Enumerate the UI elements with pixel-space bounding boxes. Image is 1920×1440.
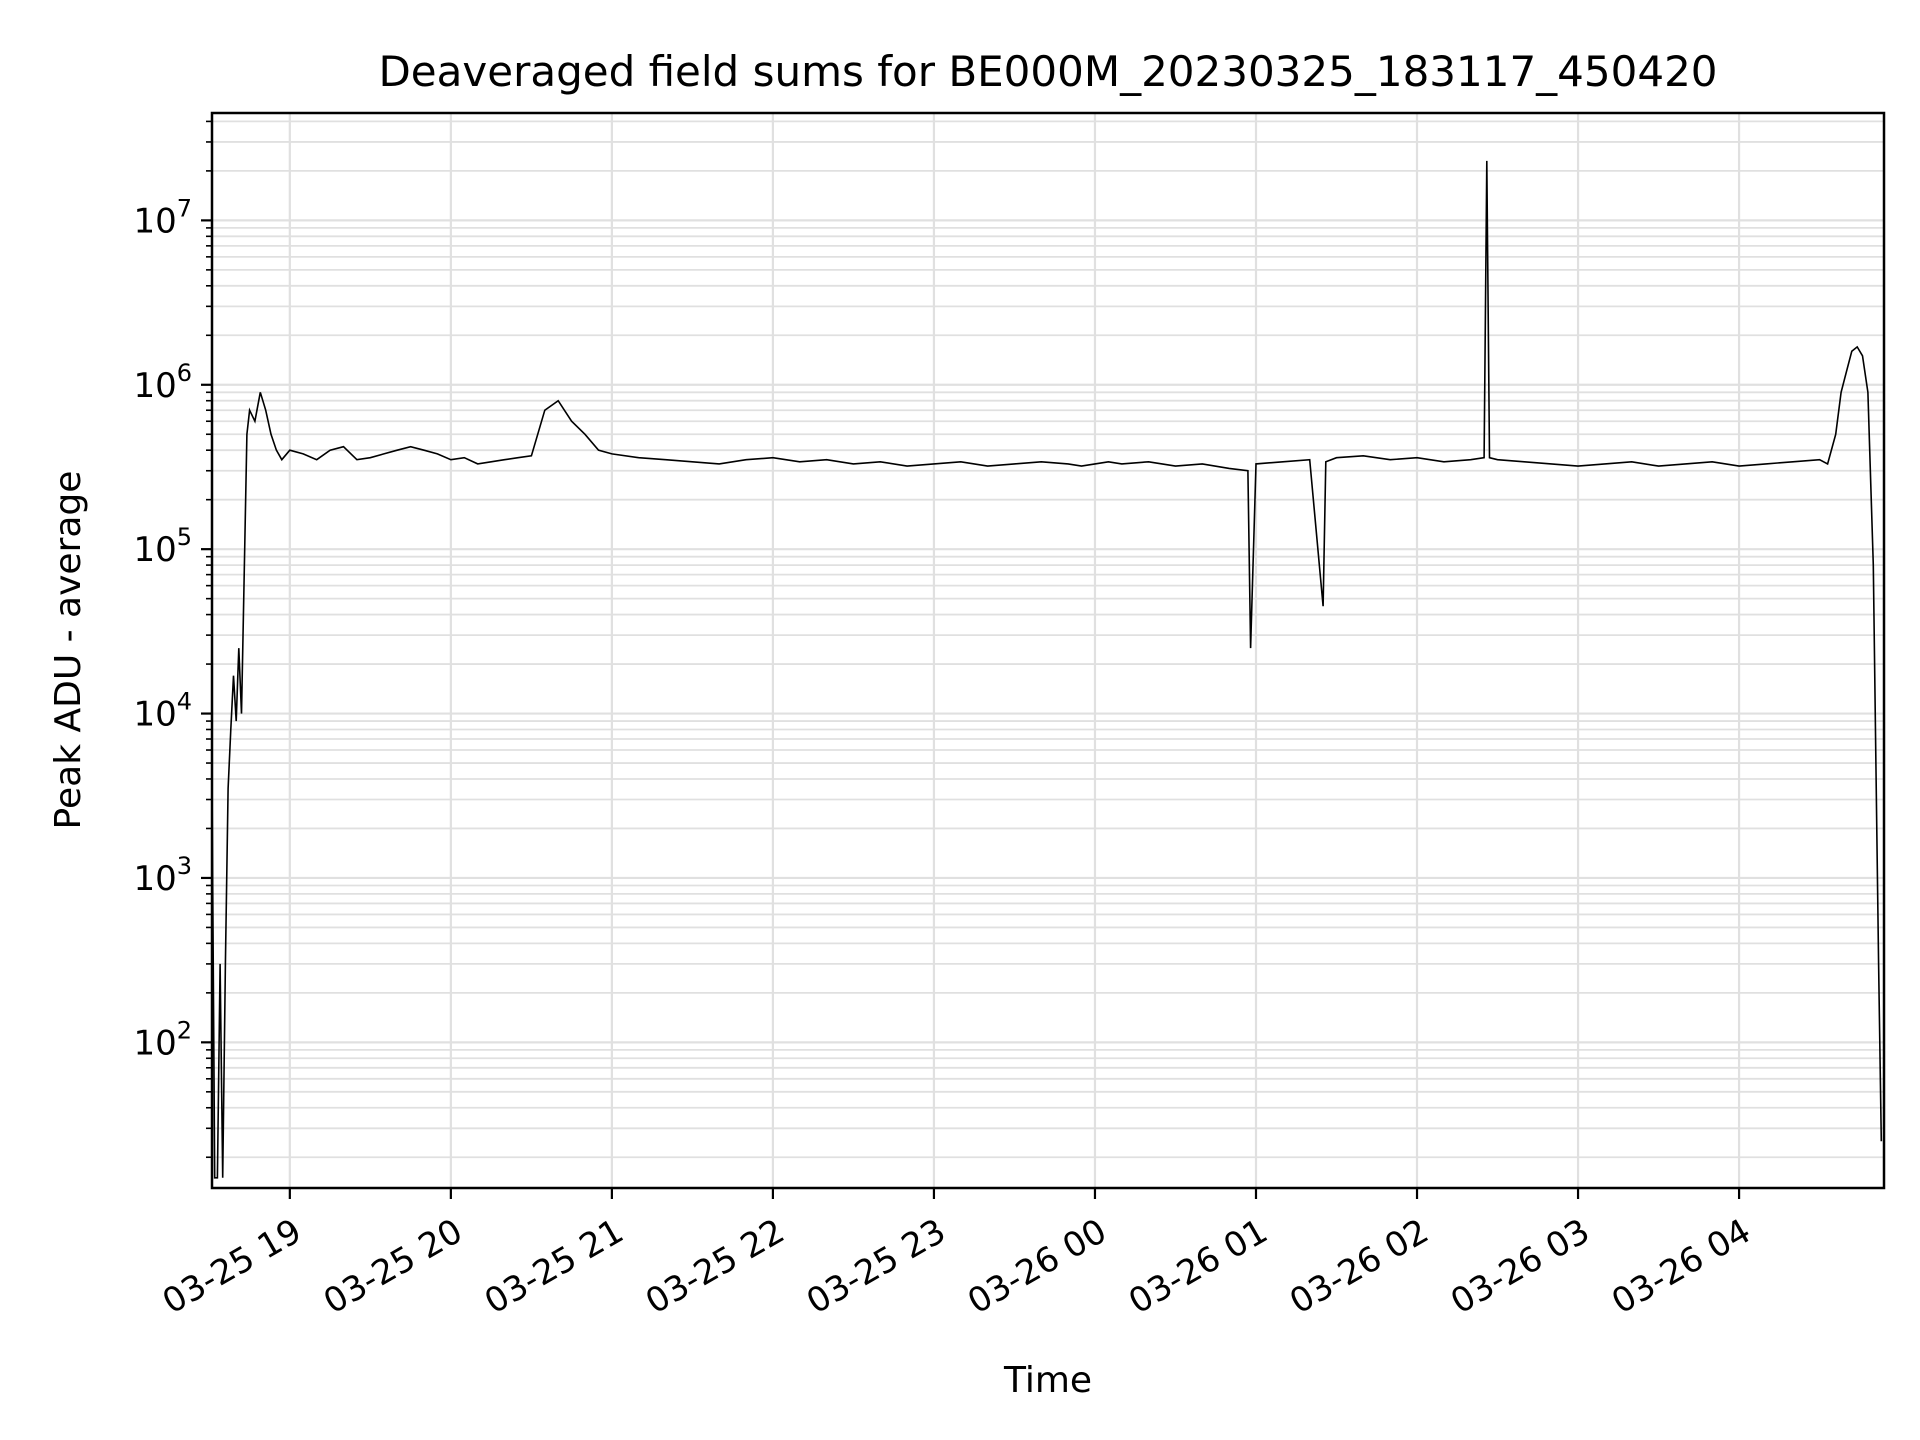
series-layer: [211, 160, 1883, 1179]
chart-title: Deaveraged field sums for BE000M_2023032…: [378, 47, 1717, 96]
x-axis-label: Time: [1003, 1360, 1092, 1401]
y-axis: 102 103 104 105 106 107: [133, 120, 212, 1159]
y-tick-label: 106: [133, 359, 192, 406]
y-tick-label: 102: [133, 1016, 192, 1063]
y-tick-label: 104: [133, 688, 192, 735]
y-tick-label: 107: [133, 194, 192, 241]
y-tick-label: 105: [133, 523, 192, 570]
minor-gridlines: [212, 120, 1884, 1159]
plot-frame: [210, 111, 1886, 1190]
y-tick-label: 103: [133, 852, 192, 899]
y-axis-label: Peak ADU - average: [48, 471, 89, 830]
major-gridlines: [212, 113, 1884, 1188]
series-line: [211, 160, 1883, 1179]
